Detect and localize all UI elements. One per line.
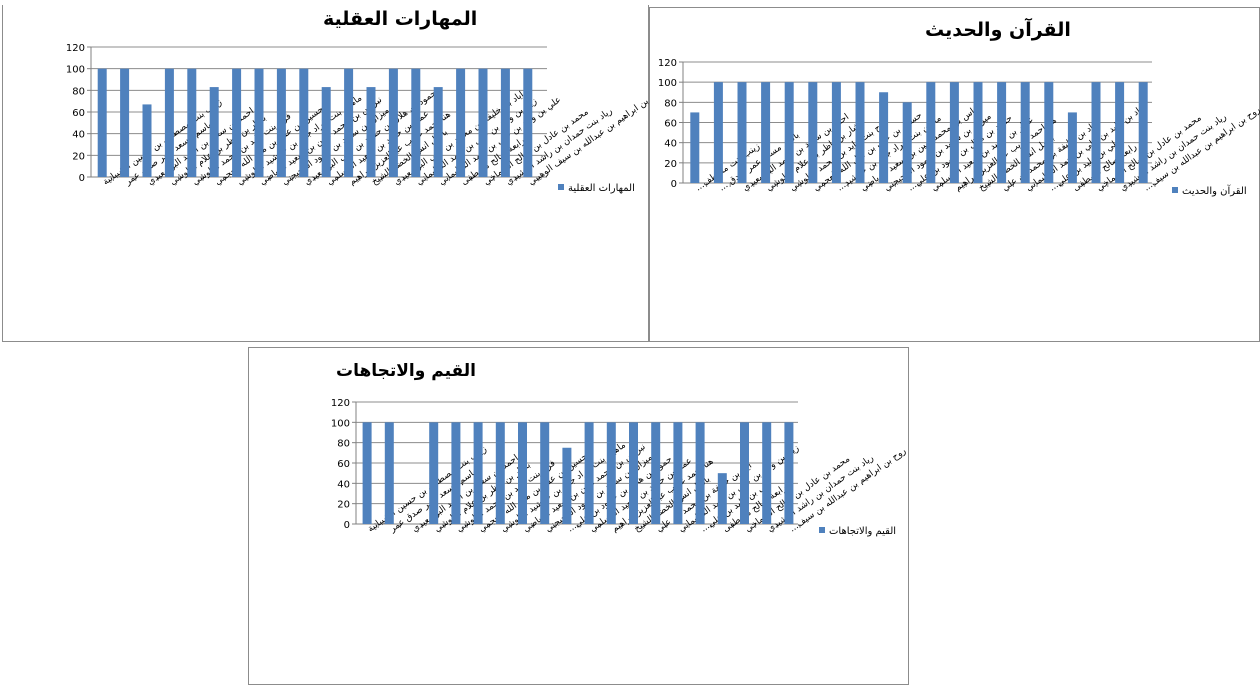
y-tick-label: 60 [664,119,677,130]
y-tick-label: 40 [664,139,677,150]
bar [344,68,354,177]
bar [456,68,466,177]
bar [429,422,439,524]
y-tick-label: 20 [72,151,85,162]
bar [562,447,572,524]
bar [690,112,700,183]
chart-panel-mental-skills: المهارات العقلية 0 20 40 60 80 100 120 زينب بنت … [2,5,665,342]
bar [478,68,488,177]
bar [321,87,331,177]
y-tick-label: 0 [671,179,677,190]
legend-label: القيم والاتجاهات [829,526,896,537]
bar [254,68,264,177]
legend-swatch [558,184,564,190]
bar [209,87,219,177]
y-tick-label: 100 [331,418,350,429]
bar [366,87,376,177]
y-tick-label: 120 [658,58,677,69]
y-tick-label: 120 [331,398,350,409]
bar [1138,82,1148,183]
bar [299,68,309,177]
legend-swatch [1172,187,1178,193]
bar [473,422,483,524]
legend-swatch [819,527,825,533]
y-tick-label: 80 [664,98,677,109]
bar [276,68,286,177]
bar [695,422,705,524]
y-tick-label: 120 [66,43,85,54]
bar [142,104,152,177]
y-tick-label: 20 [337,500,350,511]
chart-title: القرآن والحديث [925,17,1071,41]
legend-label: القرآن والحديث [1182,184,1247,197]
bar [879,92,889,183]
bar [164,68,174,177]
bar [1115,82,1125,183]
bar [1044,82,1054,183]
bar [855,82,865,183]
y-tick-label: 0 [344,520,350,531]
bar [411,68,421,177]
y-tick-label: 80 [337,439,350,450]
bar [973,82,983,183]
bar [808,82,818,183]
bar [1067,112,1077,183]
chart-title: القيم والاتجاهات [336,361,476,381]
bar [762,422,772,524]
y-tick-label: 80 [72,86,85,97]
bar [97,68,107,177]
bar [584,422,594,524]
bar [433,87,443,177]
bar [673,422,683,524]
y-tick-label: 40 [337,479,350,490]
bar [629,422,638,524]
bar [737,82,747,183]
bar [120,68,130,177]
bar [232,68,242,177]
y-tick-label: 0 [79,173,85,184]
bar [1091,82,1101,183]
bar [384,422,394,524]
bar [651,422,661,524]
bar [518,422,527,524]
bar [761,82,771,183]
y-tick-label: 20 [664,159,677,170]
bar [997,82,1007,183]
y-tick-label: 100 [658,78,677,89]
bar [606,422,616,524]
y-tick-label: 60 [337,459,350,470]
bar [831,82,841,183]
bar [926,82,936,183]
bar [500,68,510,177]
bar [451,422,461,524]
bar [523,68,533,177]
bar [949,82,959,183]
bar [362,422,372,524]
bar [187,68,197,177]
bar [784,422,794,524]
legend-label: المهارات العقلية [568,183,635,194]
bar [540,422,550,524]
bar [740,422,749,524]
bar [784,82,794,183]
chart-panel-quran-hadith: القرآن والحديث 0 20 40 60 80 100 120 زينب بنت مص… [649,7,1260,342]
bar [1020,82,1030,183]
chart-panel-values-attitudes: القيم والاتجاهات 0 20 40 60 80 100 120 زينب بنت … [248,347,909,685]
y-tick-label: 60 [72,108,85,119]
bar [388,68,398,177]
bar [717,473,727,524]
chart-title: المهارات العقلية [323,8,477,30]
bar [902,102,912,183]
y-tick-label: 100 [66,65,85,76]
bar [713,82,723,183]
y-tick-label: 40 [72,130,85,141]
bar [495,422,505,524]
